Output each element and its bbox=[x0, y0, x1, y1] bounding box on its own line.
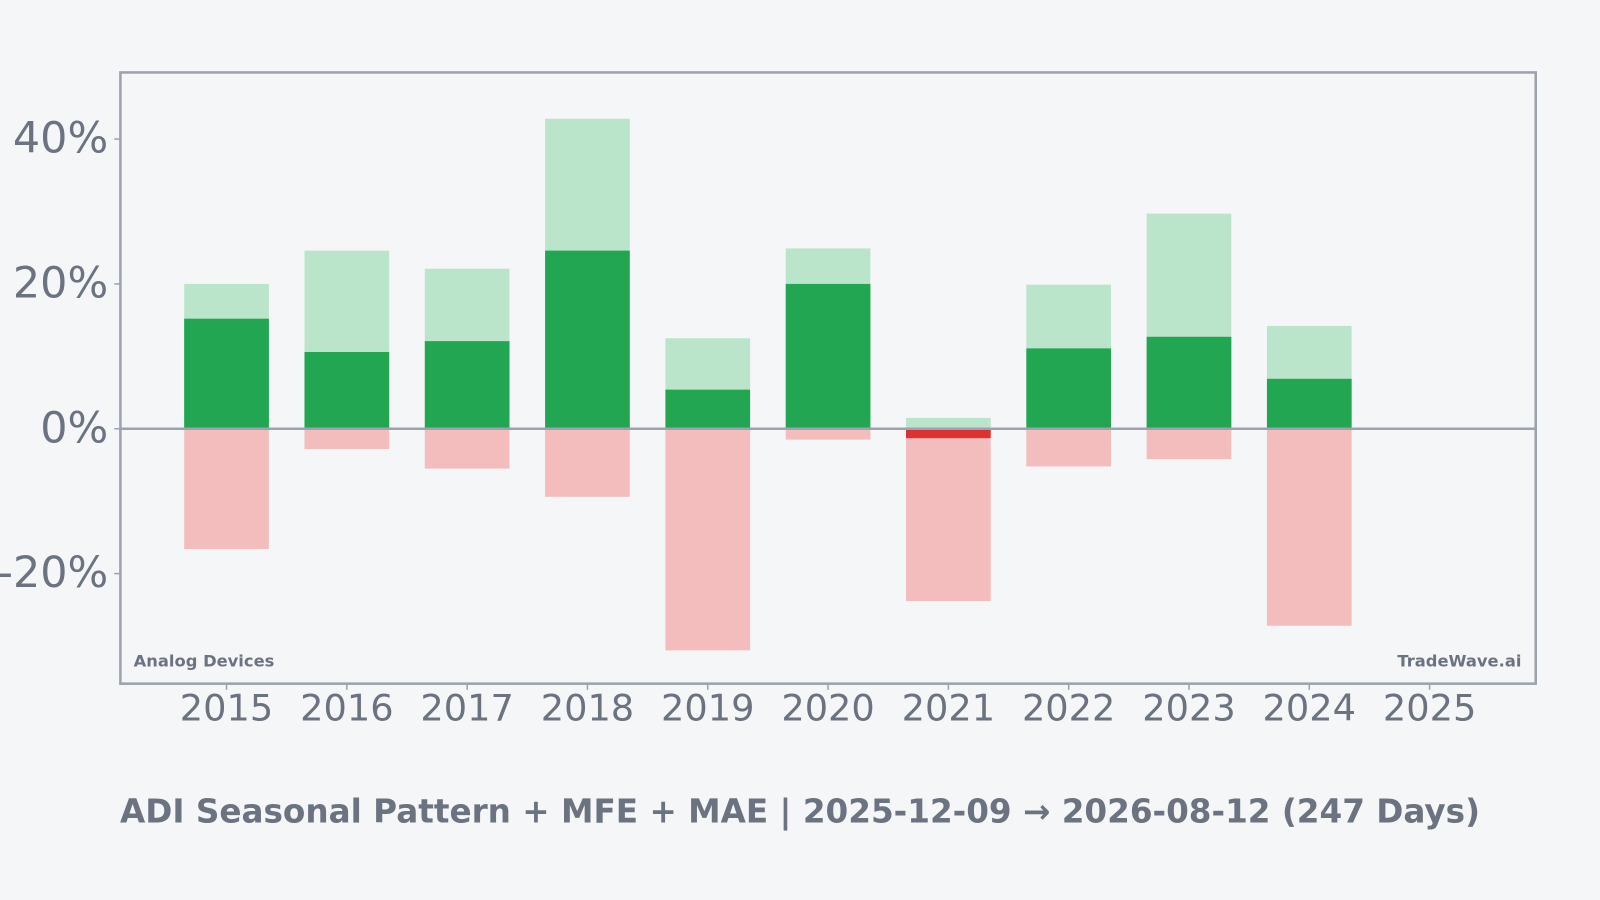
bar bbox=[1266, 378, 1352, 429]
x-tick-label: 2018 bbox=[541, 687, 634, 730]
bar bbox=[906, 417, 991, 429]
bar bbox=[184, 318, 269, 429]
y-tick-label: -20% bbox=[0, 548, 108, 598]
bar bbox=[545, 250, 630, 429]
bar bbox=[665, 428, 751, 651]
bar bbox=[304, 428, 390, 450]
bar bbox=[184, 428, 269, 549]
bar bbox=[906, 428, 991, 602]
bar bbox=[906, 428, 991, 439]
y-tick-label: 20% bbox=[13, 258, 108, 308]
bar bbox=[424, 428, 510, 469]
bar bbox=[1146, 428, 1232, 460]
x-tick-label: 2016 bbox=[300, 687, 393, 730]
x-tick-label: 2025 bbox=[1383, 687, 1476, 730]
y-tick-label: 40% bbox=[13, 114, 108, 164]
bar bbox=[785, 428, 871, 440]
x-tick-label: 2020 bbox=[781, 687, 874, 730]
annotation: Analog Devices bbox=[134, 652, 275, 671]
chart-title: ADI Seasonal Pattern + MFE + MAE | 2025-… bbox=[120, 792, 1480, 831]
bar bbox=[424, 341, 510, 429]
bar bbox=[1026, 348, 1112, 429]
annotation: TradeWave.ai bbox=[1397, 652, 1521, 671]
x-tick-label: 2015 bbox=[180, 687, 273, 730]
bar bbox=[1146, 336, 1232, 429]
x-tick-label: 2023 bbox=[1142, 687, 1235, 730]
x-tick-label: 2022 bbox=[1022, 687, 1115, 730]
x-tick-label: 2017 bbox=[420, 687, 513, 730]
bar bbox=[1266, 428, 1352, 626]
bar bbox=[304, 351, 390, 429]
plot-frame bbox=[119, 71, 1537, 685]
bar bbox=[785, 283, 871, 429]
bar bbox=[545, 428, 630, 497]
bar bbox=[1026, 428, 1112, 467]
x-tick-label: 2019 bbox=[661, 687, 754, 730]
x-tick-label: 2024 bbox=[1263, 687, 1356, 730]
y-tick-label: 0% bbox=[40, 403, 108, 453]
x-tick-label: 2021 bbox=[902, 687, 995, 730]
bar bbox=[665, 389, 751, 429]
